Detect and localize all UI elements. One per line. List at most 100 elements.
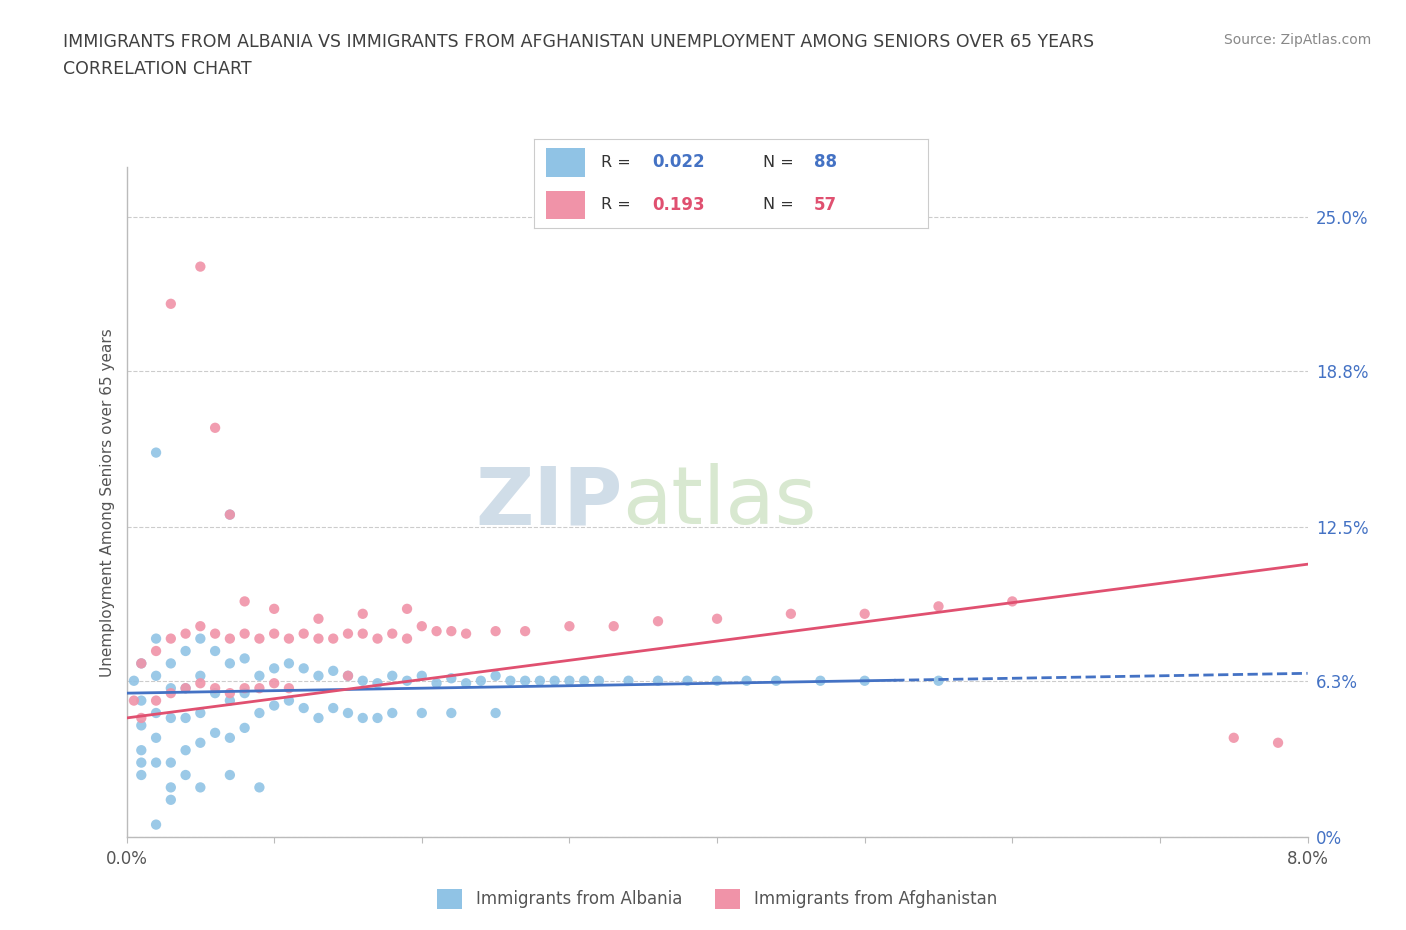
- Point: [174, 681, 197, 696]
- Point: [174, 743, 197, 758]
- Point: [263, 676, 285, 691]
- Point: [233, 681, 256, 696]
- Point: [204, 725, 226, 740]
- Point: [145, 631, 167, 646]
- Point: [1001, 594, 1024, 609]
- Point: [706, 673, 728, 688]
- Point: [853, 673, 876, 688]
- Point: [247, 780, 270, 795]
- Point: [188, 669, 211, 684]
- Point: [247, 631, 270, 646]
- Point: [233, 721, 256, 736]
- Text: 57: 57: [814, 196, 837, 214]
- Point: [188, 618, 211, 633]
- Point: [145, 693, 167, 708]
- Point: [122, 693, 145, 708]
- Point: [706, 611, 728, 626]
- Point: [440, 671, 463, 685]
- Point: [204, 685, 226, 700]
- Y-axis label: Unemployment Among Seniors over 65 years: Unemployment Among Seniors over 65 years: [100, 328, 115, 677]
- Text: 0.022: 0.022: [652, 153, 704, 171]
- Point: [145, 755, 167, 770]
- Point: [484, 706, 508, 721]
- Point: [411, 706, 433, 721]
- Point: [160, 792, 183, 807]
- Point: [529, 673, 551, 688]
- Point: [411, 669, 433, 684]
- Point: [337, 626, 360, 641]
- Text: N =: N =: [762, 155, 799, 170]
- Point: [233, 594, 256, 609]
- Point: [278, 681, 301, 696]
- Point: [247, 706, 270, 721]
- Point: [278, 631, 301, 646]
- Point: [928, 673, 950, 688]
- Point: [588, 673, 610, 688]
- Point: [322, 663, 344, 678]
- Point: [352, 673, 374, 688]
- Point: [188, 736, 211, 751]
- Point: [352, 606, 374, 621]
- Point: [145, 817, 167, 832]
- Point: [188, 631, 211, 646]
- Point: [647, 673, 669, 688]
- Point: [543, 673, 565, 688]
- Point: [263, 661, 285, 676]
- Point: [204, 681, 226, 696]
- Point: [263, 602, 285, 617]
- Point: [765, 673, 787, 688]
- Point: [188, 259, 211, 274]
- Point: [204, 420, 226, 435]
- Point: [484, 624, 508, 639]
- Point: [307, 711, 329, 725]
- Point: [219, 507, 242, 522]
- Point: [219, 631, 242, 646]
- Point: [558, 618, 581, 633]
- Point: [129, 711, 153, 725]
- Point: [292, 626, 315, 641]
- Legend: Immigrants from Albania, Immigrants from Afghanistan: Immigrants from Albania, Immigrants from…: [430, 882, 1004, 916]
- Point: [425, 676, 447, 691]
- Point: [381, 706, 404, 721]
- Text: CORRELATION CHART: CORRELATION CHART: [63, 60, 252, 78]
- Point: [174, 626, 197, 641]
- Text: 0.193: 0.193: [652, 196, 704, 214]
- Point: [174, 711, 197, 725]
- Text: 88: 88: [814, 153, 837, 171]
- Point: [352, 626, 374, 641]
- Point: [381, 669, 404, 684]
- Point: [219, 507, 242, 522]
- Point: [396, 602, 419, 617]
- Point: [366, 631, 388, 646]
- Point: [322, 700, 344, 715]
- Point: [233, 651, 256, 666]
- Point: [247, 669, 270, 684]
- Point: [160, 631, 183, 646]
- Point: [366, 676, 388, 691]
- Point: [278, 693, 301, 708]
- Point: [145, 706, 167, 721]
- Point: [337, 669, 360, 684]
- Point: [307, 669, 329, 684]
- Point: [129, 656, 153, 671]
- Point: [307, 631, 329, 646]
- Point: [129, 767, 153, 782]
- Point: [219, 656, 242, 671]
- Point: [396, 631, 419, 646]
- Point: [735, 673, 758, 688]
- Point: [853, 606, 876, 621]
- Point: [263, 626, 285, 641]
- Point: [515, 673, 537, 688]
- Point: [337, 669, 360, 684]
- Point: [337, 706, 360, 721]
- Text: ZIP: ZIP: [475, 463, 623, 541]
- Bar: [546, 191, 585, 219]
- Point: [411, 618, 433, 633]
- Point: [145, 445, 167, 460]
- Point: [160, 755, 183, 770]
- Point: [129, 755, 153, 770]
- Point: [174, 681, 197, 696]
- Point: [160, 656, 183, 671]
- Point: [366, 711, 388, 725]
- Text: IMMIGRANTS FROM ALBANIA VS IMMIGRANTS FROM AFGHANISTAN UNEMPLOYMENT AMONG SENIOR: IMMIGRANTS FROM ALBANIA VS IMMIGRANTS FR…: [63, 33, 1094, 50]
